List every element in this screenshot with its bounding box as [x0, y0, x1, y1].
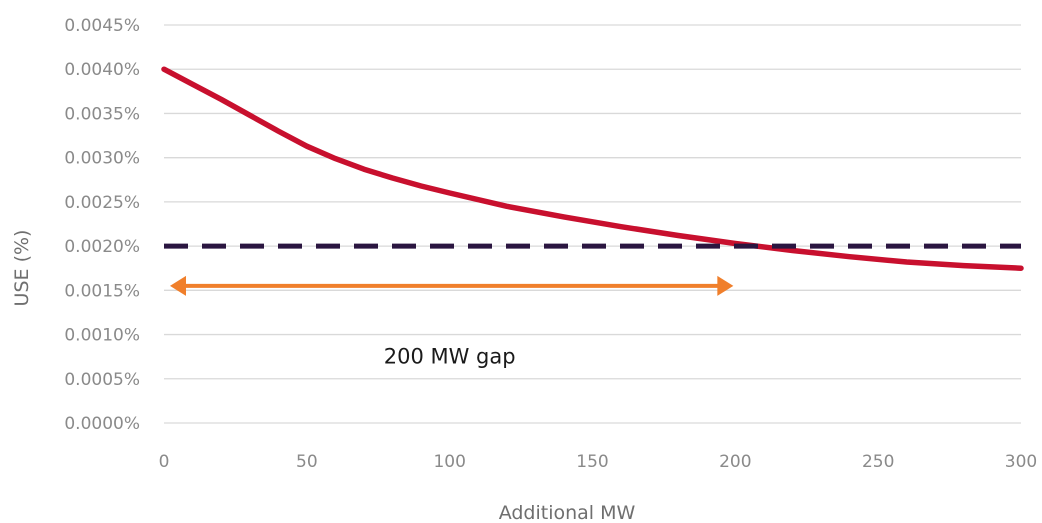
x-tick-label: 150: [576, 452, 608, 472]
y-tick-label: 0.0005%: [64, 370, 140, 390]
x-tick-label: 100: [433, 452, 465, 472]
x-tick-labels: 0 50 100 150 200 250 300: [159, 452, 1038, 472]
y-tick-label: 0.0035%: [64, 104, 140, 124]
gap-arrow-right-head: [717, 275, 734, 296]
y-tick-label: 0.0040%: [64, 60, 140, 80]
gap-annotation-label: 200 MW gap: [384, 345, 516, 369]
x-tick-label: 0: [159, 452, 170, 472]
x-tick-label: 50: [296, 452, 318, 472]
y-tick-label: 0.0000%: [64, 414, 140, 434]
gap-double-arrow: [170, 275, 734, 296]
x-tick-label: 250: [862, 452, 894, 472]
y-tick-label: 0.0020%: [64, 237, 140, 257]
x-axis-title: Additional MW: [499, 502, 636, 523]
y-tick-label: 0.0045%: [64, 16, 140, 36]
y-tick-label: 0.0025%: [64, 193, 140, 213]
x-tick-label: 300: [1005, 452, 1037, 472]
use-curve-line: [161, 66, 1024, 271]
y-axis-title: USE (%): [11, 230, 33, 307]
x-tick-label: 200: [719, 452, 751, 472]
y-tick-label: 0.0030%: [64, 149, 140, 169]
series-lines: [161, 66, 1024, 271]
annotations: 200 MW gap: [170, 275, 734, 369]
y-tick-labels: 0.0000% 0.0005% 0.0010% 0.0015% 0.0020% 0.002…: [64, 16, 140, 434]
gap-arrow-left-head: [170, 275, 186, 296]
y-tick-label: 0.0015%: [64, 281, 140, 301]
y-tick-label: 0.0010%: [64, 326, 140, 346]
